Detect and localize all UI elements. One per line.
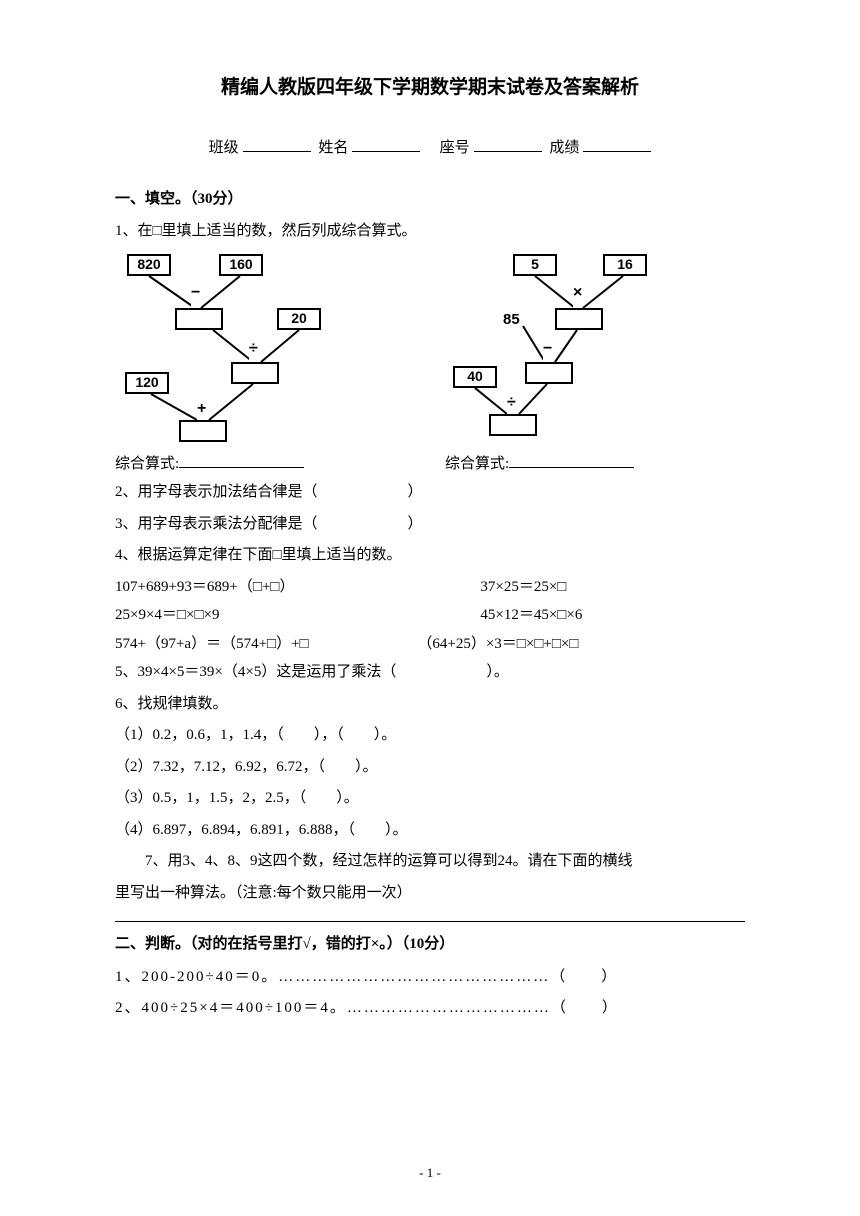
- q7-a: 7、用3、4、8、9这四个数，经过怎样的运算可以得到24。请在下面的横线: [115, 847, 745, 876]
- formula-labels-row: 综合算式: 综合算式:: [115, 450, 745, 479]
- box-blank-5: [525, 362, 573, 384]
- formula-label-left: 综合算式:: [115, 456, 179, 472]
- q6-p2: （2）7.32，7.12，6.92，6.72，（ ）。: [115, 753, 745, 782]
- s2-q1: 1、200-200÷40＝0。…………………………………………（ ）: [115, 963, 745, 992]
- q6-p3: （3）0.5，1，1.5，2，2.5，（ ）。: [115, 784, 745, 813]
- label-85: 85: [503, 306, 520, 335]
- seat-label: 座号: [440, 140, 470, 156]
- name-blank: [352, 136, 420, 153]
- class-label: 班级: [209, 140, 239, 156]
- box-5: 5: [513, 254, 557, 276]
- q4-row3: 574+（97+a）＝（574+□）+□ （64+25）×3＝□×□+□×□: [115, 630, 745, 659]
- box-blank-4: [555, 308, 603, 330]
- op-minus-icon: −: [191, 278, 200, 308]
- formula-blank-left: [179, 451, 304, 468]
- diagram-left: 820 160 − 20 ÷ 120 +: [115, 254, 375, 444]
- diagram-right-lines: [425, 254, 685, 444]
- q4-row2: 25×9×4＝□×□×9 45×12＝45×□×6: [115, 601, 745, 630]
- op-div-icon: ÷: [249, 334, 258, 364]
- seat-blank: [474, 136, 542, 153]
- diagram-row: 820 160 − 20 ÷ 120 + 5 16 × 85 − 40 ÷: [115, 254, 745, 444]
- op-minus2-icon: −: [543, 334, 552, 364]
- box-120: 120: [125, 372, 169, 394]
- q4-text: 4、根据运算定律在下面□里填上适当的数。: [115, 541, 745, 570]
- q6-p1: （1）0.2，0.6，1，1.4，（ ），（ ）。: [115, 721, 745, 750]
- q4-l2-left: 25×9×4＝□×□×9: [115, 601, 480, 630]
- box-blank-1: [175, 308, 223, 330]
- q6-p4: （4）6.897，6.894，6.891，6.888，（ ）。: [115, 816, 745, 845]
- q4-l3-left: 574+（97+a）＝（574+□）+□: [115, 630, 417, 659]
- diagram-left-lines: [115, 254, 375, 444]
- student-info-line: 班级 姓名 座号 成绩: [115, 134, 745, 163]
- nameof-label: 姓名: [318, 140, 348, 156]
- q4-l1-left: 107+689+93＝689+（□+□）: [115, 573, 480, 602]
- section2-heading: 二、判断。（对的在括号里打√，错的打×。）（10分）: [115, 930, 745, 959]
- section1-heading: 一、填空。（30分）: [115, 185, 745, 214]
- class-blank: [243, 136, 311, 153]
- box-blank-3: [179, 420, 227, 442]
- q4-l1-right: 37×25＝25×□: [480, 573, 745, 602]
- q2: 2、用字母表示加法结合律是（ ）: [115, 478, 745, 507]
- q4-l3-right: （64+25）×3＝□×□+□×□: [417, 630, 745, 659]
- box-blank-6: [489, 414, 537, 436]
- op-times-icon: ×: [573, 278, 582, 308]
- q4-row1: 107+689+93＝689+（□+□） 37×25＝25×□: [115, 573, 745, 602]
- box-160: 160: [219, 254, 263, 276]
- box-blank-2: [231, 362, 279, 384]
- page-number: - 1 -: [0, 1161, 860, 1186]
- answer-line: [115, 921, 745, 922]
- s2-q2: 2、400÷25×4＝400÷100＝4。………………………………（ ）: [115, 994, 745, 1023]
- score-blank: [583, 136, 651, 153]
- q5: 5、39×4×5＝39×（4×5）这是运用了乘法（ ）。: [115, 658, 745, 687]
- q7-b: 里写出一种算法。（注意:每个数只能用一次）: [115, 879, 745, 908]
- box-16: 16: [603, 254, 647, 276]
- q4-l2-right: 45×12＝45×□×6: [480, 601, 745, 630]
- score-label: 成绩: [549, 140, 579, 156]
- formula-blank-right: [509, 451, 634, 468]
- page-title: 精编人教版四年级下学期数学期末试卷及答案解析: [115, 70, 745, 106]
- box-40: 40: [453, 366, 497, 388]
- box-20: 20: [277, 308, 321, 330]
- q6-text: 6、找规律填数。: [115, 690, 745, 719]
- formula-label-right: 综合算式:: [445, 456, 509, 472]
- diagram-right: 5 16 × 85 − 40 ÷: [425, 254, 685, 444]
- q3: 3、用字母表示乘法分配律是（ ）: [115, 510, 745, 539]
- q1-text: 1、在□里填上适当的数，然后列成综合算式。: [115, 217, 745, 246]
- box-820: 820: [127, 254, 171, 276]
